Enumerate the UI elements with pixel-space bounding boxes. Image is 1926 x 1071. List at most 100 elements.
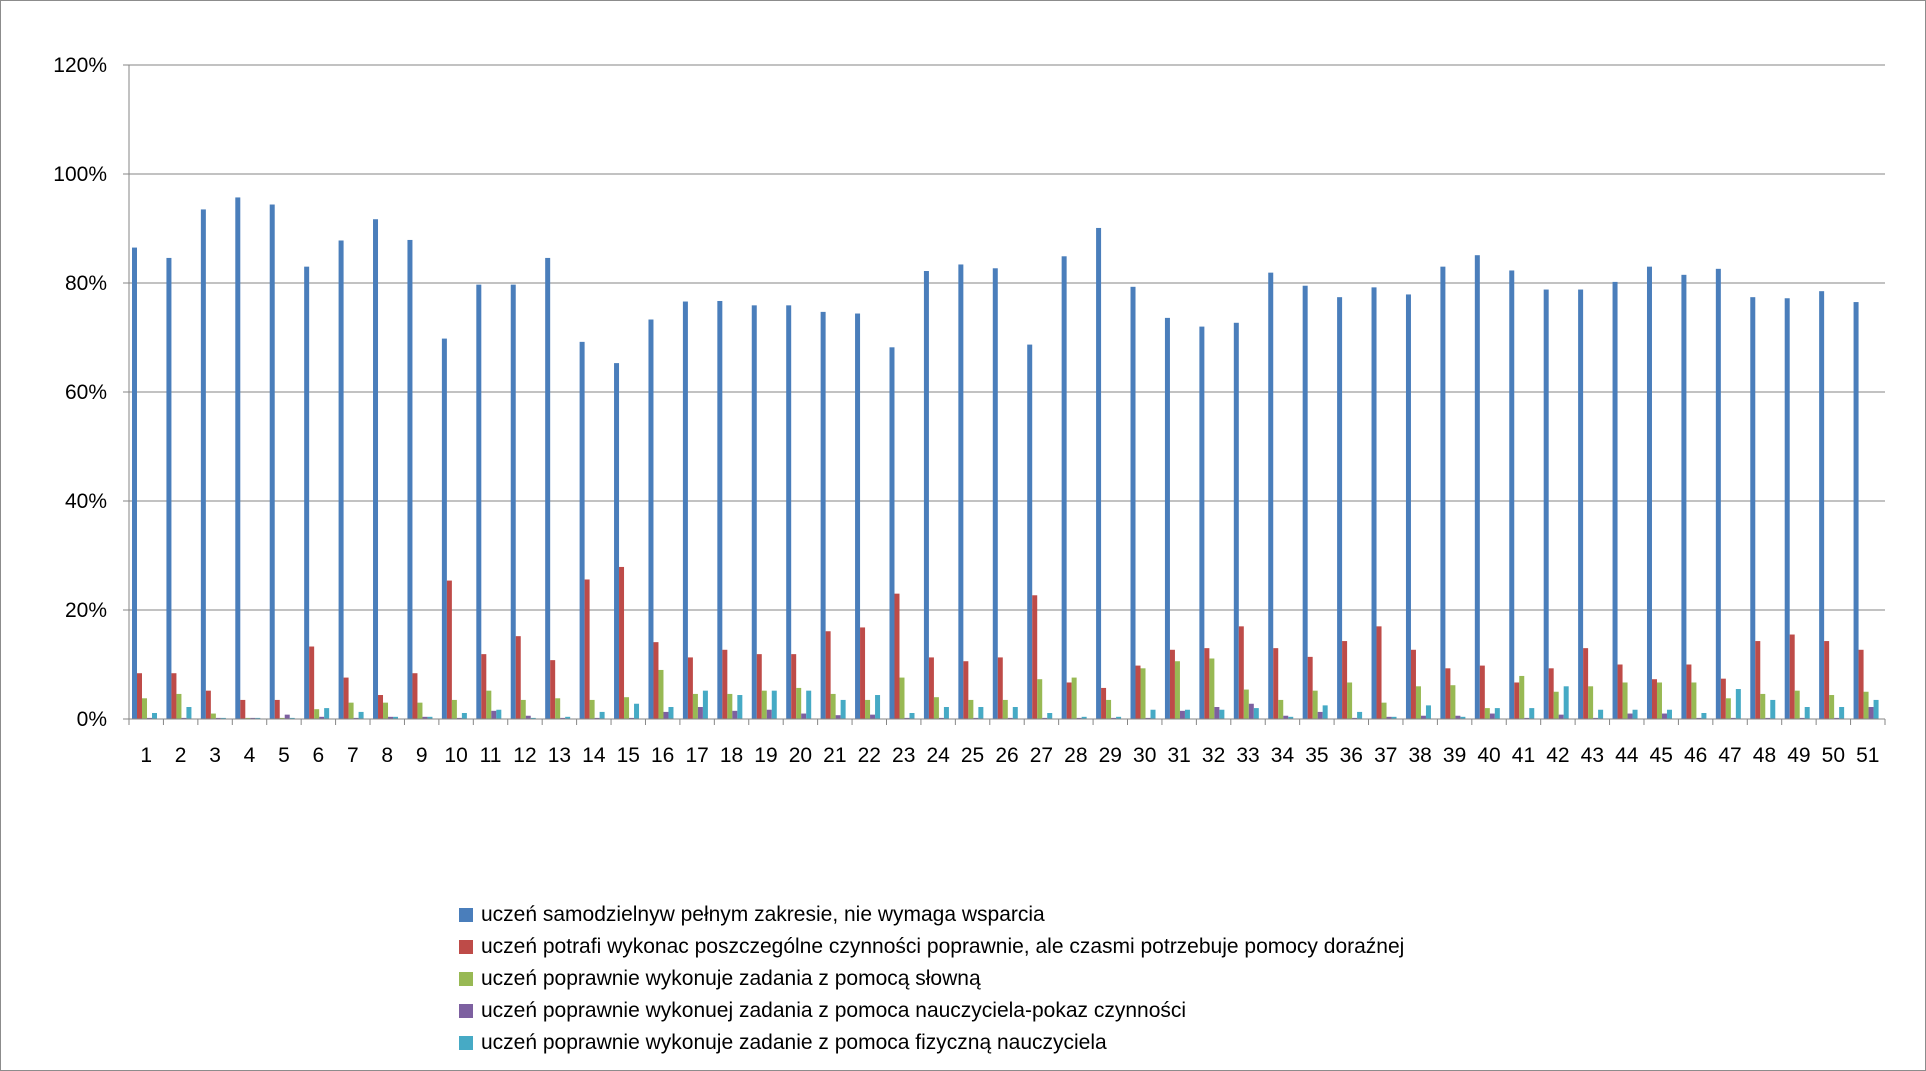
bar-series-2 [1548,668,1554,719]
bar-series-5 [358,711,364,719]
bar-series-4 [1317,711,1323,719]
bar-series-1 [1853,302,1859,719]
bar-series-4 [456,717,462,719]
bar-series-4 [1352,717,1358,719]
bar-series-2 [1066,682,1072,719]
bar-series-5 [461,713,467,719]
bar-series-5 [324,708,330,719]
bar-series-4 [1730,717,1736,719]
legend-swatch-series-5 [459,1036,473,1050]
bar-series-4 [629,717,635,719]
bar-series-1 [545,257,551,719]
bar-series-4 [1386,716,1392,719]
bar-series-4 [284,714,290,719]
bar-series-1 [855,313,861,719]
bar-series-5 [255,717,261,719]
x-tick-label: 19 [754,744,777,767]
bar-series-3 [1622,682,1628,719]
x-tick-label: 11 [480,744,502,767]
x-tick-label: 10 [444,744,467,767]
bar-series-1 [407,239,413,719]
bar-series-3 [1519,675,1525,719]
bar-series-1 [820,311,826,719]
bar-series-1 [579,341,585,719]
bar-series-3 [383,702,389,719]
bar-series-4 [904,717,910,719]
bar-series-5 [943,707,949,719]
bar-series-4 [1111,717,1117,719]
y-tick-label: 120% [53,54,107,77]
y-tick-label: 100% [53,163,107,186]
bar-series-5 [1839,707,1845,719]
bar-series-5 [289,717,295,719]
bar-series-4 [697,707,703,719]
bar-series-1 [1199,326,1205,719]
bar-series-5 [1322,705,1328,719]
bar-series-4 [1007,717,1013,719]
bar-series-2 [171,673,177,719]
bar-series-2 [584,579,590,719]
x-tick-label: 41 [1512,744,1535,767]
bar-series-1 [751,305,757,719]
bar-series-2 [928,657,934,719]
bar-series-5 [1804,707,1810,719]
bar-series-5 [1529,708,1535,719]
bar-series-3 [1863,691,1869,719]
x-tick-label: 21 [823,744,846,767]
bar-series-1 [441,338,447,719]
bar-series-5 [496,709,502,719]
x-tick-label: 44 [1615,744,1639,767]
x-tick-label: 42 [1546,744,1569,767]
bar-series-4 [594,717,600,719]
bar-series-4 [1558,714,1564,719]
legend-item-series-1: uczeń samodzielnyw pełnym zakresie, nie … [459,899,1404,931]
bar-series-4 [250,717,256,719]
x-tick-label: 37 [1374,744,1397,767]
bar-series-2 [963,661,969,719]
bar-series-4 [973,717,979,719]
y-tick-label: 80% [65,272,107,295]
bar-series-3 [417,702,423,719]
x-tick-label: 49 [1787,744,1810,767]
bar-series-5 [152,713,157,719]
bar-series-1 [992,268,998,719]
bar-series-4 [663,711,669,719]
bar-series-5 [840,699,846,719]
bar-series-5 [1632,709,1638,719]
bar-series-2 [1273,648,1279,719]
bar-series-2 [378,695,384,719]
legend-item-series-4: uczeń poprawnie wykonuej zadania z pomoc… [459,995,1404,1027]
bar-series-5 [875,695,881,719]
bar-series-4 [1661,713,1667,719]
bar-series-5 [668,707,674,719]
bar-series-4 [1076,717,1082,719]
bar-series-5 [634,703,640,719]
bar-series-3 [1415,686,1421,719]
y-tick-label: 60% [65,381,107,404]
bar-series-4 [1489,713,1495,719]
bar-series-5 [1460,716,1466,719]
bar-series-1 [1130,286,1136,719]
bar-series-2 [343,677,349,719]
bar-series-5 [1494,708,1500,719]
bar-series-5 [1666,709,1672,719]
bar-series-2 [1479,665,1485,719]
bar-series-2 [550,660,556,719]
legend-label-series-1: uczeń samodzielnyw pełnym zakresie, nie … [481,903,1045,926]
bar-series-3 [1037,679,1043,719]
x-tick-label: 43 [1581,744,1604,767]
x-tick-label: 3 [209,744,221,767]
bar-series-3 [1725,698,1731,719]
bar-series-1 [1819,291,1825,719]
bar-series-5 [427,716,433,719]
bar-series-4 [1283,715,1289,719]
x-tick-label: 31 [1167,744,1190,767]
bar-series-5 [1735,689,1741,719]
bar-series-1 [1750,297,1756,719]
bar-series-4 [319,716,325,719]
bar-series-1 [476,284,482,719]
bar-series-5 [1873,699,1879,719]
bar-series-2 [1101,687,1107,719]
bar-series-1 [1268,272,1274,719]
bar-series-4 [1455,715,1461,719]
